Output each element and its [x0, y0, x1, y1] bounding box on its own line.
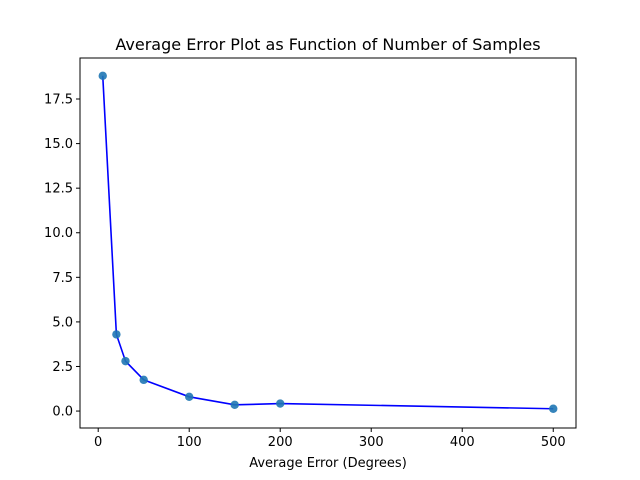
series-line — [101, 75, 554, 410]
x-tick-label: 100 — [177, 435, 202, 450]
x-tick-label: 500 — [541, 435, 566, 450]
y-tick-label: 17.5 — [44, 93, 73, 108]
plot-area — [98, 71, 558, 413]
data-point — [112, 330, 121, 339]
data-point — [121, 356, 130, 366]
x-tick-label: 400 — [450, 435, 475, 450]
y-tick-label: 7.5 — [52, 271, 73, 286]
data-point — [139, 375, 148, 385]
x-axis-label: Average Error (Degrees) — [249, 456, 407, 471]
data-point — [98, 71, 107, 81]
y-axis: 0.0 2.5 5.0 7.5 10.0 12.5 15.0 17.5 — [44, 93, 80, 420]
data-point — [276, 399, 285, 408]
axes-frame — [79, 57, 577, 429]
y-tick-label: 5.0 — [52, 315, 73, 330]
y-tick-label: 10.0 — [44, 226, 73, 241]
x-axis: 0 100 200 300 400 500 — [94, 428, 566, 450]
y-tick-label: 12.5 — [44, 182, 73, 197]
data-point — [549, 404, 558, 413]
data-point — [185, 392, 194, 401]
x-tick-label: 300 — [359, 435, 384, 450]
chart-title: Average Error Plot as Function of Number… — [115, 35, 540, 54]
data-point — [230, 400, 239, 410]
x-tick-label: 0 — [94, 435, 102, 450]
y-tick-label: 2.5 — [52, 360, 73, 375]
y-tick-label: 15.0 — [44, 137, 73, 152]
x-tick-label: 200 — [268, 435, 293, 450]
y-tick-label: 0.0 — [52, 405, 73, 420]
